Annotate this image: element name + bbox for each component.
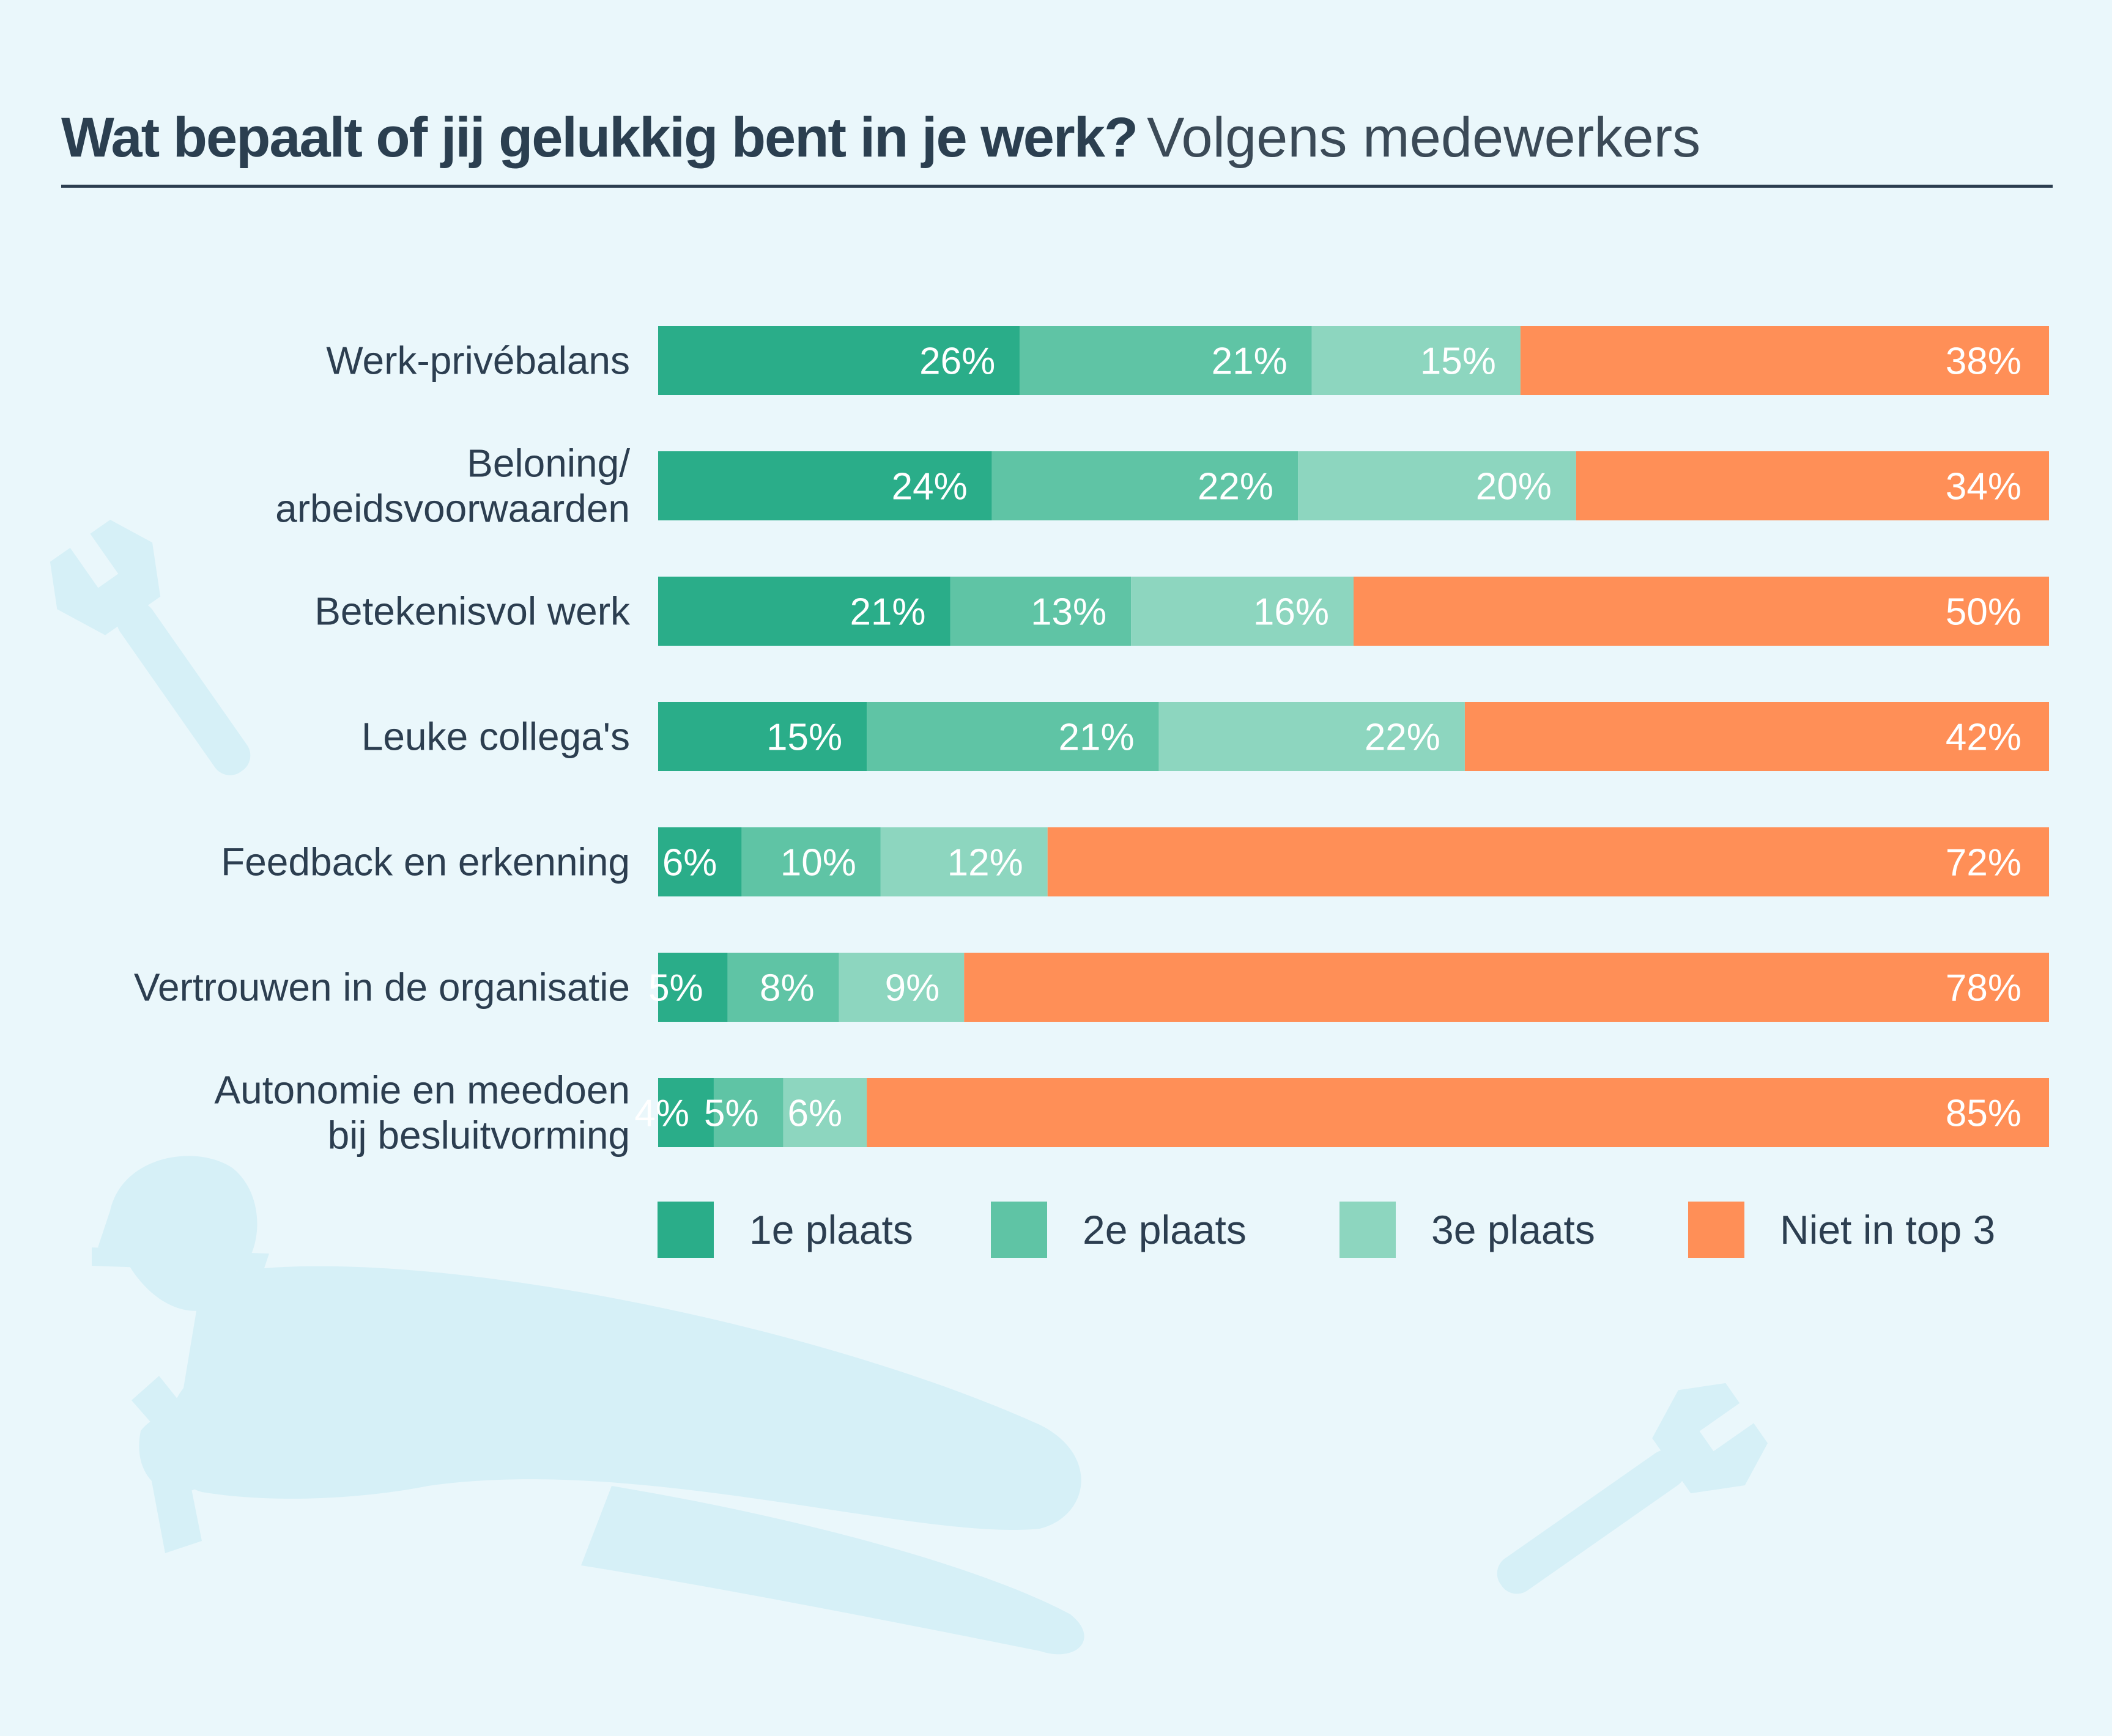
bar-segment [658,451,992,520]
bar-segment [880,827,1048,896]
category-label-line: Beloning/ [467,441,630,486]
bar-segment [713,1078,784,1147]
bar-segment [1020,326,1312,395]
bar-segment [1576,451,2049,520]
bar-segment [658,326,1020,395]
data-label: 21% [850,591,925,633]
data-label: 6% [787,1093,842,1135]
bar-segment [783,1078,867,1147]
bar-segment [867,1078,2049,1147]
data-label: 10% [780,842,856,884]
legend-label: 1e plaats [749,1207,913,1252]
data-label: 24% [892,466,968,508]
legend-swatch [1339,1202,1396,1258]
bar-segment [950,577,1132,646]
legend-label: Niet in top 3 [1780,1207,1996,1252]
data-label: 50% [1946,591,2021,633]
category-label: Beloning/arbeidsvoorwaarden [275,441,630,531]
wrench-icon [50,519,251,775]
bar-segment [741,827,881,896]
bar-segment [991,451,1299,520]
category-label-line: Autonomie en meedoen [214,1068,630,1112]
legend-swatch [1688,1202,1744,1258]
chart-title-bar: Wat bepaalt of jij gelukkig bent in je w… [61,104,2053,188]
category-label-line: bij besluitvorming [328,1114,630,1158]
data-label: 42% [1946,717,2021,759]
legend: 1e plaats 2e plaats 3e plaats Niet in to… [658,1202,2064,1260]
bar-segment [1131,577,1354,646]
category-label-line: arbeidsvoorwaarden [275,487,630,531]
bar-segment [658,702,867,771]
chart-title: Wat bepaalt of jij gelukkig bent in je w… [61,106,1138,169]
data-label: 21% [1059,717,1135,759]
legend-swatch [658,1202,714,1258]
data-label: 85% [1946,1093,2021,1135]
category-label: Betekenisvol werk [314,589,631,633]
bar-segment [658,953,728,1022]
data-label: 72% [1946,842,2021,884]
bar-segment [1520,326,2049,395]
legend-swatch [991,1202,1047,1258]
data-label: 34% [1946,466,2021,508]
bar-segment [867,702,1159,771]
data-label: 15% [766,717,842,759]
bar-segment [1298,451,1576,520]
category-label: Werk-privébalans [326,339,630,383]
bar-segment [1354,577,2049,646]
bar-segment [658,1078,714,1147]
data-label: 5% [648,967,703,1010]
data-label: 8% [760,967,815,1010]
data-label: 22% [1365,717,1440,759]
bar-segment [839,953,965,1022]
data-label: 78% [1946,967,2021,1010]
data-label: 13% [1031,591,1106,633]
bar-segment [658,827,742,896]
bar-segment [1311,326,1521,395]
chart-subtitle: Volgens medewerkers [1147,106,1701,169]
data-label: 20% [1476,466,1552,508]
category-label: Leuke collega's [361,715,630,759]
data-label: 6% [662,842,717,884]
bar-segment [727,953,839,1022]
bar-segment [658,577,950,646]
data-label: 26% [919,341,995,383]
data-label: 16% [1253,591,1329,633]
data-label: 15% [1420,341,1496,383]
category-label: Autonomie en meedoen bij besluitvorming [214,1068,630,1158]
data-label: 9% [885,967,940,1010]
wrench-icon [1497,1383,1768,1594]
category-label: Vertrouwen in de organisatie [134,966,630,1010]
bar-segment [1047,827,2049,896]
data-label: 4% [634,1093,689,1135]
legend-label: 3e plaats [1431,1207,1595,1252]
data-label: 22% [1198,466,1273,508]
data-label: 12% [947,842,1023,884]
bar-segment [964,953,2049,1022]
data-label: 38% [1946,341,2021,383]
legend-label: 2e plaats [1083,1207,1247,1252]
bar-segment [1464,702,2049,771]
category-label: Feedback en erkenning [221,840,630,884]
data-label: 5% [704,1093,759,1135]
bar-segment [1158,702,1465,771]
worker-silhouette [92,1156,1084,1655]
data-label: 21% [1212,341,1288,383]
